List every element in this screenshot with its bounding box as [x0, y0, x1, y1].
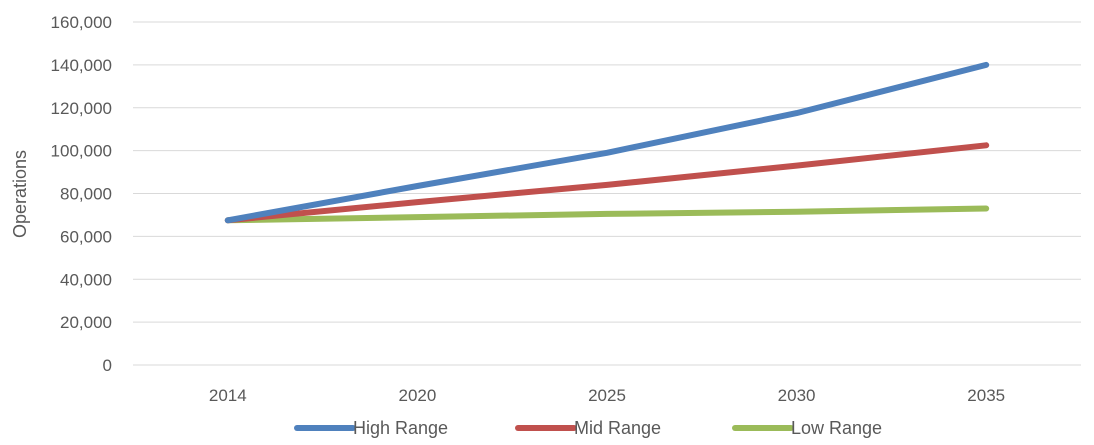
- y-tick-label: 0: [103, 356, 112, 375]
- y-axis-title: Operations: [10, 150, 30, 238]
- x-tick-label: 2014: [209, 386, 247, 405]
- legend: High Range Mid Range Low Range: [294, 418, 882, 438]
- y-tick-label: 120,000: [51, 99, 112, 118]
- series-line-mid-range: [224, 142, 990, 224]
- y-axis-tick-labels: 0 20,000 40,000 60,000 80,000 100,000 120,000 1…: [51, 13, 112, 375]
- y-tick-label: 40,000: [60, 270, 112, 289]
- series-line-low-range: [224, 205, 990, 224]
- legend-item-mid-range: Mid Range: [515, 418, 661, 438]
- y-tick-label: 100,000: [51, 142, 112, 161]
- y-tick-label: 140,000: [51, 56, 112, 75]
- y-tick-label: 80,000: [60, 185, 112, 204]
- legend-item-low-range: Low Range: [732, 418, 882, 438]
- x-tick-label: 2035: [967, 386, 1005, 405]
- legend-label: Low Range: [791, 418, 882, 438]
- series-line-high-range: [224, 61, 990, 224]
- series-lines: [224, 61, 990, 224]
- x-tick-label: 2020: [398, 386, 436, 405]
- legend-item-high-range: High Range: [294, 418, 448, 438]
- x-axis-tick-labels: 2014 2020 2025 2030 2035: [209, 386, 1005, 405]
- gridlines: [133, 21, 1081, 366]
- y-tick-label: 20,000: [60, 313, 112, 332]
- x-tick-label: 2030: [778, 386, 816, 405]
- y-tick-label: 160,000: [51, 13, 112, 32]
- y-tick-label: 60,000: [60, 227, 112, 246]
- x-tick-label: 2025: [588, 386, 626, 405]
- legend-label: High Range: [353, 418, 448, 438]
- legend-label: Mid Range: [574, 418, 661, 438]
